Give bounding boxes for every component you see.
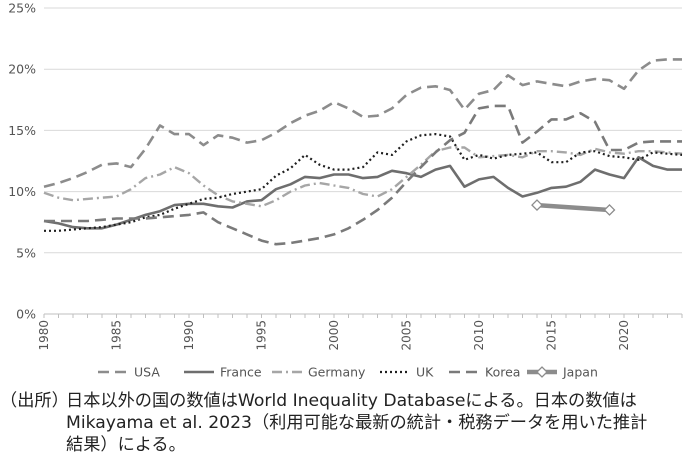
gridlines [44, 7, 682, 315]
y-tick-label-10: 10% [8, 184, 36, 199]
series-line-france [43, 156, 682, 230]
legend-label-japan: Japan [562, 365, 598, 380]
y-tick-label-25: 25% [8, 1, 36, 16]
series-line-uk [44, 133, 683, 232]
x-tick-label-1990: 1990 [182, 320, 196, 351]
x-tick-label-2010: 2010 [472, 320, 486, 351]
x-tick-label-2000: 2000 [327, 320, 341, 351]
y-tick-label-0: 0% [16, 307, 36, 322]
source-line-3: 結果）による。 [66, 435, 186, 455]
series-line-germany [43, 146, 683, 208]
source-line-2: Mikayama et al. 2023（利用可能な最新の統計・税務データを用い… [66, 413, 648, 433]
data-point-japan-2014 [531, 199, 543, 211]
data-point-japan-2019 [603, 204, 616, 216]
source-label: （出所） [0, 391, 69, 411]
x-tick-label-2015: 2015 [545, 320, 559, 351]
x-tick-label-1980: 1980 [37, 320, 51, 351]
legend-label-germany: Germany [308, 365, 366, 380]
x-tick-label-1995: 1995 [255, 320, 269, 351]
x-tick-label-2005: 2005 [400, 320, 414, 351]
x-tick-label-2020: 2020 [617, 320, 631, 351]
x-axis-tick-labels: 1980 1985 1990 1995 2000 2005 2010 2015 2020 [37, 314, 683, 351]
legend-marker-japan [536, 366, 548, 378]
y-axis-tick-labels: 0% 5% 10% 15% 20% 25% [8, 1, 36, 322]
legend-label-france: France [220, 365, 262, 380]
series-line-usa [43, 58, 682, 188]
y-tick-label-15: 15% [8, 123, 36, 138]
line-chart: 0% 5% 10% 15% 20% 25% 1980 1985 1990 1995 2000 200… [8, 1, 683, 380]
series-line-korea [44, 104, 682, 246]
source-line-1: 日本以外の国の数値はWorld Inequality Databaseによる。日… [66, 391, 637, 411]
legend-label-uk: UK [416, 365, 434, 380]
series-lines [43, 58, 683, 246]
x-tick-label-1985: 1985 [110, 320, 124, 351]
legend-label-usa: USA [134, 365, 160, 380]
legend-label-korea: Korea [485, 365, 520, 380]
series-line-japan [536, 202, 610, 213]
y-tick-label-20: 20% [8, 62, 36, 77]
source-note: （出所） 日本以外の国の数値はWorld Inequality Database… [0, 390, 695, 456]
y-tick-label-5: 5% [16, 245, 36, 260]
legend: USA France Germany UK Korea Japan [98, 365, 598, 380]
